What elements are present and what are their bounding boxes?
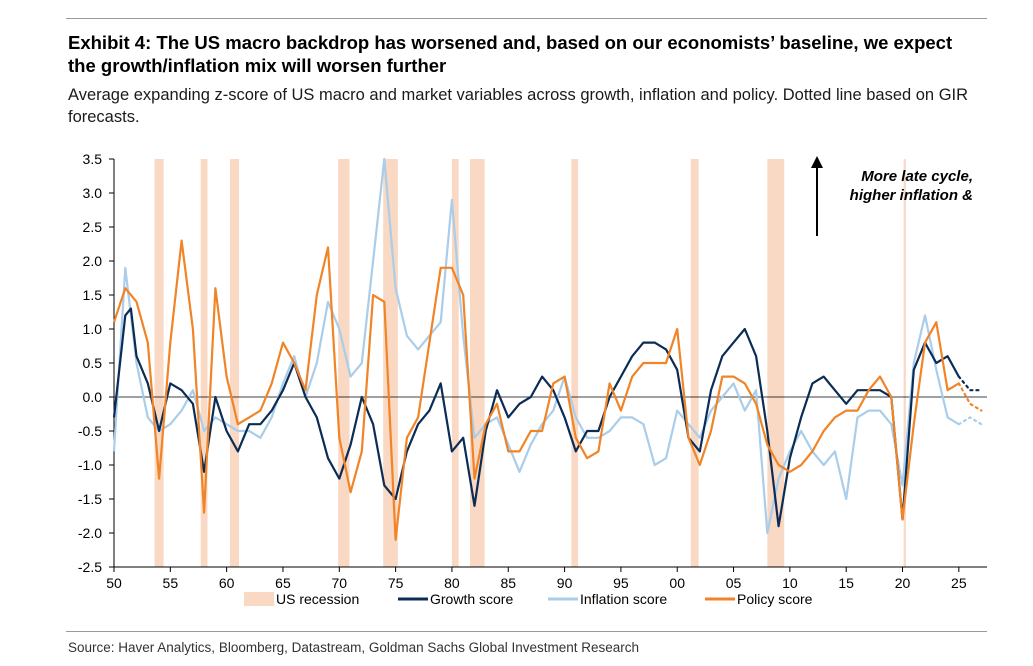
y-tick-label: -2.5 (78, 559, 102, 575)
x-tick-label: 55 (163, 575, 179, 591)
x-tick-label: 60 (219, 575, 235, 591)
recession-band (690, 159, 699, 567)
axes: -2.5 -2.0 -1.5 -1.0 -0.5 0.0 0.5 1.0 1.5 2.0 2.5 3.… (78, 151, 987, 591)
bottom-rule (66, 631, 987, 632)
growth-score-forecast-line (957, 375, 983, 392)
recession-band (338, 159, 350, 567)
growth-score-line (112, 307, 960, 528)
legend: US recession Growth score Inflation score P… (244, 591, 813, 607)
recession-bands (154, 159, 906, 567)
y-tick-label: 1.5 (83, 287, 103, 303)
x-tick-label: 95 (613, 575, 629, 591)
legend-inflation-label: Inflation score (580, 591, 667, 607)
chart-canvas: -2.5 -2.0 -1.5 -1.0 -0.5 0.0 0.5 1.0 1.5 2.0 2.5 3.… (78, 151, 987, 607)
source-note: Source: Haver Analytics, Bloomberg, Data… (68, 640, 640, 655)
exhibit-subtitle: Average expanding z-score of US macro an… (68, 86, 969, 126)
y-tick-label: 1.0 (83, 321, 103, 337)
annotation-arrow-head (811, 156, 823, 168)
y-tick-label: -1.0 (78, 457, 102, 473)
x-tick-label: 25 (951, 575, 967, 591)
x-tick-label: 05 (726, 575, 742, 591)
x-tick-label: 20 (895, 575, 911, 591)
recession-band (903, 159, 906, 567)
legend-policy-label: Policy score (737, 591, 813, 607)
recession-band (469, 159, 485, 567)
exhibit-title: Exhibit 4: The US macro backdrop has wor… (68, 32, 953, 76)
x-tick-label: 75 (388, 575, 404, 591)
x-tick-label: 80 (444, 575, 460, 591)
x-tick-label: 10 (782, 575, 798, 591)
annotation: More late cycle, higher inflation & (811, 156, 973, 236)
policy-score-forecast-line (957, 382, 983, 412)
series-lines (112, 157, 983, 541)
annotation-text: higher inflation & (850, 187, 973, 204)
inflation-score-forecast-line (957, 416, 983, 426)
recession-band (571, 159, 579, 567)
y-tick-label: -0.5 (78, 423, 102, 439)
y-tick-label: -2.0 (78, 525, 102, 541)
legend-growth-label: Growth score (430, 591, 513, 607)
y-tick-label: 0.0 (83, 389, 103, 405)
x-tick-label: 70 (332, 575, 348, 591)
x-tick-label: 15 (838, 575, 854, 591)
y-tick-label: 3.5 (83, 151, 103, 167)
recession-band (451, 159, 459, 567)
x-tick-label: 65 (275, 575, 291, 591)
top-rule (66, 18, 987, 19)
x-tick-label: 90 (557, 575, 573, 591)
policy-score-line (112, 239, 960, 541)
recession-band (200, 159, 208, 567)
y-tick-label: -1.5 (78, 491, 102, 507)
recession-band (230, 159, 240, 567)
x-tick-label: 85 (500, 575, 516, 591)
y-tick-label: 2.0 (83, 253, 103, 269)
y-tick-label: 3.0 (83, 185, 103, 201)
y-tick-label: 2.5 (83, 219, 103, 235)
inflation-score-line (112, 157, 960, 535)
recession-band (154, 159, 164, 567)
legend-recession-label: US recession (276, 591, 359, 607)
x-tick-label: 50 (106, 575, 122, 591)
y-tick-label: 0.5 (83, 355, 103, 371)
x-tick-label: 00 (669, 575, 685, 591)
annotation-text: More late cycle, (861, 168, 973, 185)
